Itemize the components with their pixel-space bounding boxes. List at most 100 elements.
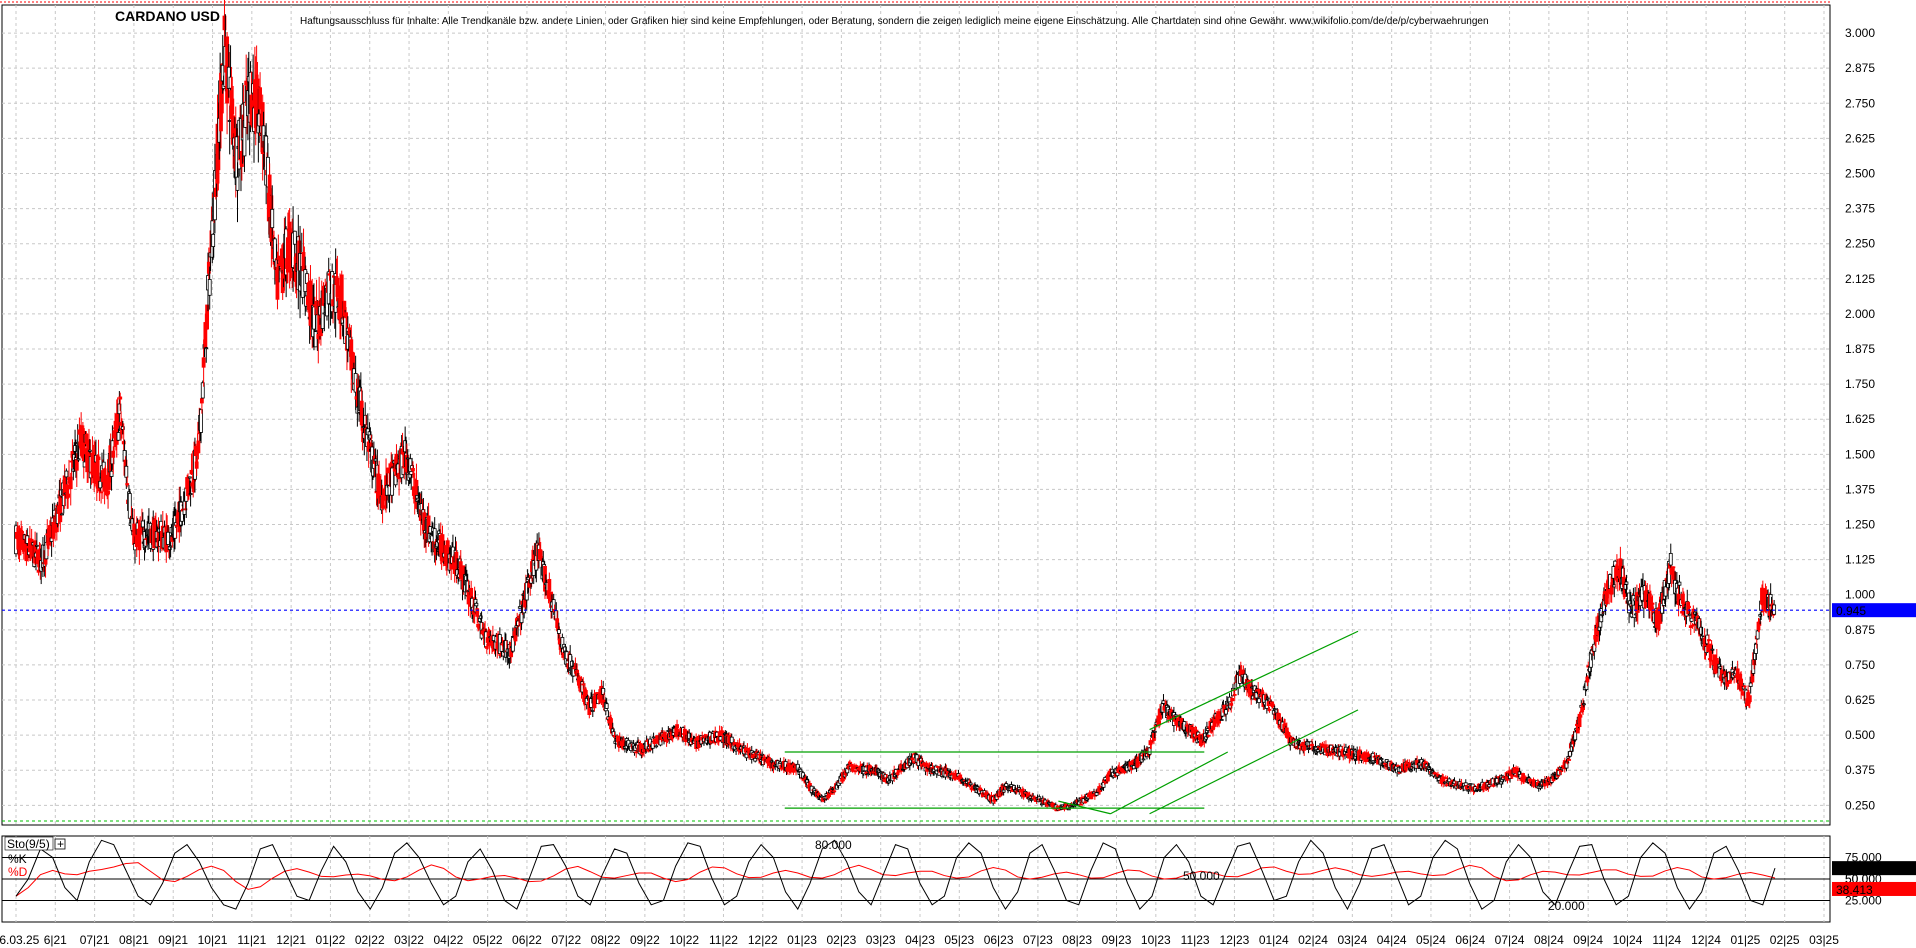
candle-body [474, 602, 479, 607]
y-tick-label: 2.000 [1845, 307, 1875, 321]
candle-body [1447, 778, 1452, 783]
candle-body [1687, 613, 1692, 616]
candle-body [339, 274, 344, 309]
candle-body [580, 681, 585, 693]
candle-body [1757, 621, 1762, 626]
candle-body [106, 490, 110, 495]
candle-body [344, 312, 348, 319]
x-tick-label: 03|22 [394, 933, 424, 947]
candle-body [1624, 581, 1629, 585]
candle-body [753, 757, 758, 762]
x-tick-label: 09|21 [158, 933, 188, 947]
x-tick-label: 10|23 [1141, 933, 1171, 947]
candle-body [1079, 803, 1083, 806]
candle-body [651, 736, 656, 739]
x-tick-label: 03|24 [1337, 933, 1367, 947]
candle-body [1224, 709, 1228, 715]
candle-body [1718, 666, 1723, 669]
candle-body [188, 493, 193, 495]
y-tick-label: 0.625 [1845, 693, 1875, 707]
candle-body [109, 470, 114, 477]
x-tick-label: 02|23 [826, 933, 856, 947]
candle-body [887, 780, 891, 784]
candle-body [368, 434, 373, 439]
x-tick-label: 01|24 [1259, 933, 1289, 947]
price-panel-frame [1, 4, 1831, 826]
candle-body [729, 736, 734, 744]
y-tick-label: 2.875 [1845, 61, 1875, 75]
candle-body [292, 230, 297, 245]
candle-body [1147, 747, 1152, 755]
candle-body [73, 445, 77, 452]
candle-body [1559, 770, 1564, 773]
x-tick-label: 10|21 [198, 933, 228, 947]
candle-body [1742, 685, 1747, 688]
candle-body [895, 772, 900, 775]
candle-body [116, 432, 121, 441]
x-tick-label: 01|23 [787, 933, 817, 947]
level-label-20: 20.000 [1548, 899, 1585, 913]
x-tick-label: 03|23 [866, 933, 896, 947]
candle-body [222, 15, 227, 31]
candle-body [1029, 798, 1034, 801]
x-tick-label: 02|22 [355, 933, 385, 947]
candle-body [235, 176, 240, 191]
x-tick-label: 11|23 [1181, 933, 1210, 947]
stochastic-y-tick: 75.000 [1845, 851, 1882, 865]
candle-body [168, 545, 173, 548]
candle-body [71, 468, 76, 472]
candle-body [124, 465, 129, 478]
candle-body [1257, 698, 1261, 703]
candle-body [863, 766, 868, 772]
candle-body [330, 271, 335, 313]
candle-body [205, 304, 210, 330]
candle-body [1687, 605, 1691, 608]
candle-body [409, 471, 414, 475]
candle-body [1272, 708, 1277, 711]
candle-body [1099, 788, 1104, 790]
trendline [1058, 800, 1111, 815]
candle-body [127, 493, 132, 519]
x-tick-label: 12|22 [748, 933, 778, 947]
candle-body [1487, 784, 1492, 788]
level-label-80: 80.000 [815, 838, 852, 852]
candle-body [111, 450, 116, 458]
candle-body [732, 742, 737, 746]
candle-body [1466, 789, 1471, 792]
x-tick-label: 12|24 [1691, 933, 1721, 947]
candle-body [66, 493, 71, 498]
candle-body [1758, 614, 1763, 617]
candle-body [1581, 702, 1585, 711]
candle-body [1267, 708, 1272, 711]
candle-body [64, 470, 69, 478]
candle-body [1491, 784, 1496, 787]
candle-body [166, 531, 170, 545]
expand-icon [54, 838, 66, 850]
candle-body [517, 606, 522, 609]
candle-body [1444, 784, 1449, 787]
candle-body [675, 724, 679, 729]
candle-body [1397, 771, 1402, 774]
candle-body [590, 710, 595, 712]
candle-body [414, 479, 419, 495]
x-tick-label: 01|25 [1730, 933, 1760, 947]
y-tick-label: 0.750 [1845, 658, 1875, 672]
candle-body [1101, 782, 1106, 788]
level-label-50: 50.000 [1183, 869, 1220, 883]
candle-body [1206, 734, 1211, 737]
x-tick-label: 09|24 [1573, 933, 1603, 947]
candle-body [543, 565, 547, 592]
y-tick-label: 0.250 [1845, 798, 1875, 812]
candle-body [1039, 803, 1044, 806]
x-tick-label: 04|23 [905, 933, 935, 947]
y-tick-label: 1.375 [1845, 482, 1875, 496]
candle-body [1149, 740, 1154, 744]
x-tick-label: 07|23 [1023, 933, 1053, 947]
x-tick-label: 07|22 [551, 933, 581, 947]
candle-body [1443, 777, 1448, 779]
y-tick-label: 2.500 [1845, 166, 1875, 180]
candle-body [769, 760, 774, 763]
x-tick-label: 08|21 [119, 933, 149, 947]
candle-body [989, 795, 994, 797]
